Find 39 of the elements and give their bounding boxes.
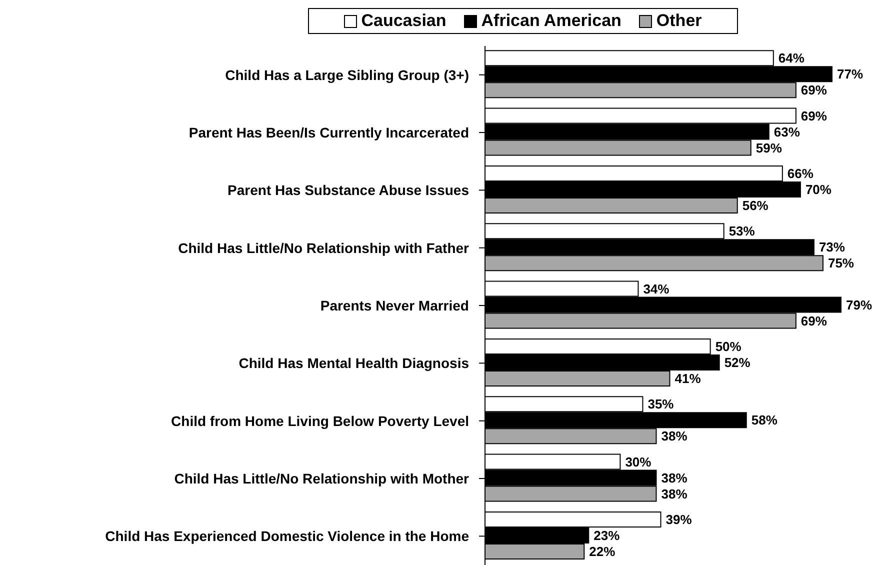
data-label: 63% (774, 124, 800, 140)
data-label: 70% (805, 182, 832, 198)
data-label: 56% (742, 198, 769, 214)
y-tick-label: Parents Never Married (320, 298, 469, 314)
y-tick-label: Parent Has Been/Is Currently Incarcerated (188, 124, 469, 140)
data-label: 69% (800, 108, 828, 124)
data-label: 22% (589, 544, 616, 560)
y-tick-label: Child Has Little/No Relationship with Father (178, 240, 470, 256)
y-tick-label: Child Has Mental Health Diagnosis (238, 355, 470, 372)
data-label: 30% (625, 454, 652, 470)
data-label: 58% (751, 412, 778, 428)
data-label: 38% (661, 470, 688, 486)
data-label: 38% (661, 428, 688, 444)
data-label: 69% (800, 82, 828, 98)
legend-label: Caucasian (361, 11, 446, 31)
legend-label: Other (656, 11, 702, 31)
y-tick-label: Child from Home Living Below Poverty Level (171, 412, 469, 429)
data-label: 34% (643, 281, 670, 296)
data-label: 64% (778, 50, 805, 66)
data-label: 35% (648, 396, 674, 412)
data-label: 66% (787, 166, 814, 182)
y-tick-label: Child Has Little/No Relationship with Mother (174, 470, 470, 486)
data-label: 79% (846, 297, 872, 312)
y-tick-label: Child Has Experienced Domestic Violence in the Home (105, 528, 470, 544)
data-label: 53% (728, 224, 756, 239)
data-label: 38% (661, 486, 688, 502)
data-label: 52% (724, 355, 751, 370)
data-label: 75% (828, 256, 854, 271)
data-label: 41% (674, 371, 702, 386)
data-label: 23% (594, 528, 620, 544)
data-label: 39% (666, 512, 692, 528)
data-label: 59% (756, 140, 782, 156)
data-label: 77% (836, 66, 864, 82)
data-label: 69% (800, 313, 828, 328)
y-tick-label: Parent Has Substance Abuse Issues (228, 182, 470, 198)
y-tick-label: Child Has a Large Sibling Group (3+) (225, 66, 469, 83)
data-label: 50% (715, 339, 742, 354)
data-label: 73% (818, 240, 846, 255)
legend-label: African American (481, 11, 622, 31)
